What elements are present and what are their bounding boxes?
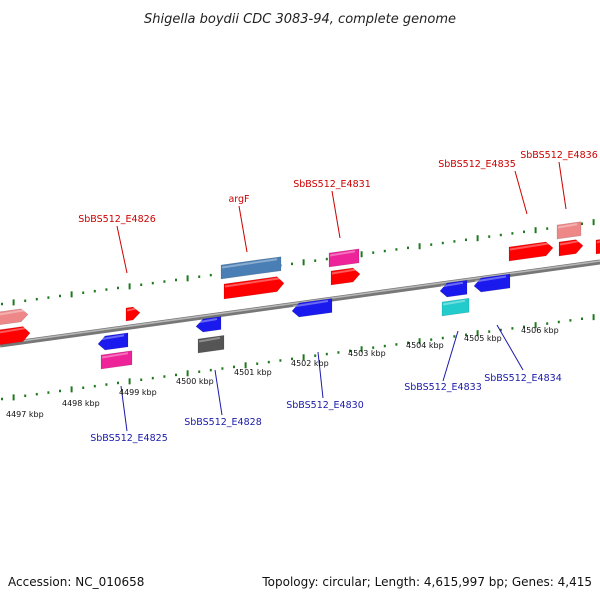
gene-highlight — [442, 299, 466, 306]
gene-highlight — [198, 336, 221, 343]
gene-highlight — [221, 258, 278, 269]
gene-highlight — [224, 277, 281, 288]
gene-arrow — [100, 350, 133, 370]
leader-line — [331, 190, 341, 239]
gene-arrow — [556, 221, 582, 240]
kbp-label: 4501 kbp — [234, 368, 272, 377]
lower-tick-track — [1, 314, 595, 401]
leader-line — [442, 330, 459, 382]
gene-arrow — [441, 297, 470, 317]
gene-arrow — [197, 335, 225, 354]
gene-arrow — [0, 308, 29, 326]
gene-arrow — [125, 306, 141, 322]
gene-highlight — [101, 352, 129, 359]
gene-highlight — [126, 307, 137, 312]
gene-highlight — [474, 275, 507, 283]
kbp-label: 4499 kbp — [119, 388, 157, 397]
kbp-label: 4505 kbp — [464, 334, 502, 343]
gene-arrow — [595, 239, 600, 255]
gene-highlight — [196, 318, 218, 324]
gene-arrow — [439, 279, 468, 298]
gene-label[interactable]: argF — [228, 194, 249, 205]
lower-gene-labels: SbBS512_E4825 SbBS512_E4828 SbBS512_E483… — [90, 373, 562, 444]
kbp-label: 4504 kbp — [406, 341, 444, 350]
gene-highlight — [559, 240, 580, 246]
gene-highlight — [509, 242, 550, 251]
gene-label[interactable]: SbBS512_E4828 — [184, 417, 262, 428]
gene-arrow — [330, 267, 361, 286]
gene-highlight — [331, 268, 357, 275]
leader-line — [496, 324, 524, 371]
gene-highlight — [98, 334, 125, 341]
gene-arrow — [0, 326, 31, 346]
gene-highlight — [440, 281, 464, 288]
gene-arrow — [223, 276, 285, 300]
gene-highlight — [329, 250, 356, 257]
gene-arrow — [195, 316, 222, 333]
gene-label[interactable]: SbBS512_E4830 — [286, 400, 364, 411]
kbp-scale-labels: 4497 kbp 4498 kbp 4499 kbp 4500 kbp 4501… — [6, 326, 559, 419]
gene-highlight — [0, 327, 27, 334]
gene-arrow — [558, 239, 584, 257]
gene-label[interactable]: SbBS512_E4825 — [90, 433, 168, 444]
leader-line — [558, 161, 567, 210]
upper-gene-labels: SbBS512_E4826 argF SbBS512_E4831 SbBS512… — [78, 150, 598, 225]
gene-arrow — [97, 332, 129, 351]
genome-summary-text: Topology: circular; Length: 4,615,997 bp… — [261, 575, 592, 589]
kbp-label: 4500 kbp — [176, 377, 214, 386]
gene-label[interactable]: SbBS512_E4835 — [438, 159, 516, 170]
gene-features — [0, 221, 600, 370]
leader-line — [116, 225, 128, 274]
gene-arrow — [220, 256, 282, 280]
kbp-label: 4498 kbp — [62, 399, 100, 408]
gene-label[interactable]: SbBS512_E4833 — [404, 382, 482, 393]
label-leader-lines — [116, 161, 567, 432]
upper-tick-track — [1, 219, 595, 306]
gene-arrow — [508, 241, 554, 262]
leader-line — [238, 205, 248, 253]
kbp-label: 4502 kbp — [291, 359, 329, 368]
leader-line — [514, 170, 528, 215]
gene-label[interactable]: SbBS512_E4836 — [520, 150, 598, 161]
gene-highlight — [0, 309, 25, 316]
gene-label[interactable]: SbBS512_E4834 — [484, 373, 562, 384]
leader-line — [120, 385, 128, 432]
gene-arrow — [328, 248, 360, 268]
gene-highlight — [557, 223, 578, 229]
leader-line — [317, 351, 324, 399]
accession-text: Accession: NC_010658 — [8, 575, 144, 589]
gene-arrow — [473, 273, 511, 293]
gene-label[interactable]: SbBS512_E4831 — [293, 179, 371, 190]
map-title: Shigella boydii CDC 3083-94, complete ge… — [144, 12, 456, 27]
gene-label[interactable]: SbBS512_E4826 — [78, 214, 156, 225]
kbp-label: 4503 kbp — [348, 349, 386, 358]
gene-arrow — [291, 298, 333, 318]
kbp-label: 4497 kbp — [6, 410, 44, 419]
kbp-label: 4506 kbp — [521, 326, 559, 335]
leader-line — [214, 369, 223, 416]
gene-highlight — [292, 299, 329, 308]
